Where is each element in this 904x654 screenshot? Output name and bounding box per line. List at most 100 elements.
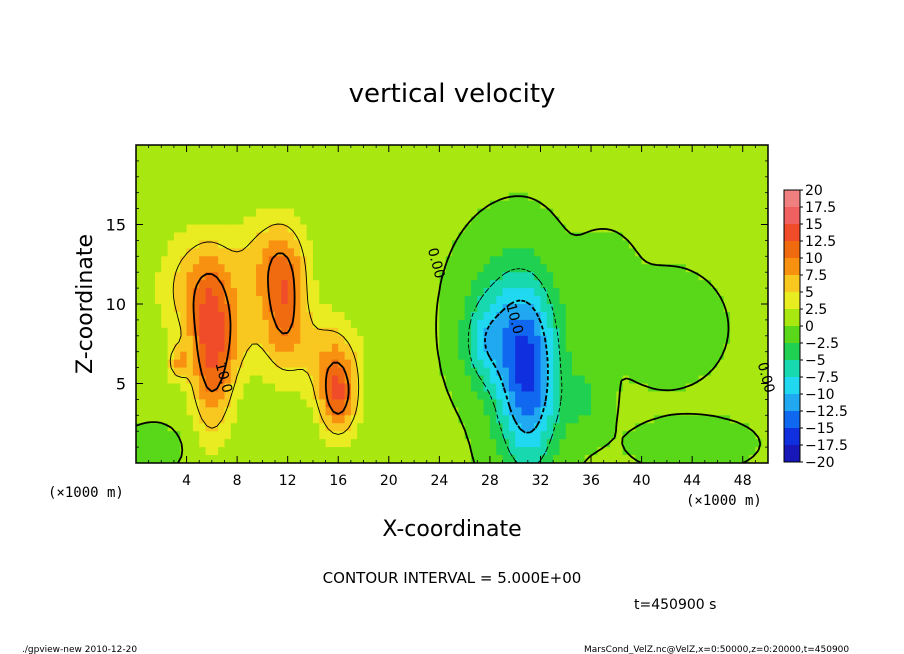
heatmap-cell (692, 224, 700, 234)
heatmap-cell (628, 304, 636, 313)
heatmap-cell (679, 455, 687, 463)
colorbar-label: −12.5 (805, 404, 848, 420)
heatmap-cell (679, 145, 687, 154)
heatmap-cell (597, 296, 605, 305)
heatmap-cell (287, 272, 295, 281)
heatmap-cell (300, 160, 308, 170)
heatmap-cell (306, 327, 314, 337)
heatmap-cell (647, 208, 655, 218)
heatmap-cell (382, 319, 390, 329)
heatmap-cell (401, 232, 409, 241)
heatmap-cell (281, 216, 289, 226)
heatmap-cell (249, 391, 257, 400)
heatmap-cell (597, 367, 605, 377)
heatmap-cell (363, 423, 371, 432)
heatmap-cell (338, 423, 346, 432)
heatmap-cell (755, 152, 763, 162)
x-tick-label: 32 (532, 473, 550, 489)
heatmap-cell (300, 145, 308, 154)
heatmap-cell (230, 200, 238, 210)
heatmap-cell (173, 208, 181, 218)
heatmap-cell (654, 280, 662, 289)
heatmap-cell (603, 232, 611, 241)
heatmap-cell (483, 383, 491, 393)
heatmap-cell (167, 288, 175, 297)
heatmap-cell (136, 343, 143, 353)
x-tick-label: 36 (582, 473, 600, 489)
heatmap-cell (319, 296, 327, 305)
heatmap-cell (635, 216, 643, 226)
heatmap-cell (249, 327, 257, 337)
heatmap-cell (458, 407, 466, 416)
heatmap-cell (256, 304, 263, 313)
heatmap-cell (199, 407, 207, 416)
heatmap-cell (173, 184, 181, 194)
heatmap-cell (761, 232, 768, 241)
heatmap-cell (180, 168, 188, 178)
heatmap-cell (553, 145, 561, 154)
heatmap-cell (692, 208, 700, 218)
heatmap-cell (660, 391, 668, 400)
heatmap-cell (489, 415, 497, 424)
heatmap-cell (224, 224, 232, 234)
heatmap-cell (357, 208, 365, 218)
heatmap-cell (306, 192, 314, 202)
heatmap-cell (540, 256, 548, 265)
heatmap-cell (148, 391, 156, 400)
heatmap-cell (452, 391, 459, 400)
heatmap-cell (584, 335, 592, 345)
heatmap-cell (401, 176, 409, 186)
heatmap-cell (641, 367, 649, 377)
heatmap-cell (452, 311, 459, 321)
heatmap-cell (401, 216, 409, 226)
heatmap-cell (660, 208, 668, 218)
heatmap-cell (673, 272, 681, 281)
heatmap-cell (230, 351, 238, 361)
heatmap-cell (287, 176, 295, 186)
heatmap-cell (306, 240, 314, 249)
heatmap-cell (489, 192, 497, 202)
heatmap-cell (180, 311, 188, 321)
heatmap-cell (452, 383, 459, 393)
heatmap-cell (723, 176, 731, 186)
heatmap-cell (749, 415, 756, 424)
heatmap-cell (761, 152, 768, 162)
heatmap-cell (546, 296, 554, 305)
heatmap-cell (515, 288, 523, 297)
heatmap-cell (136, 431, 143, 440)
heatmap-cell (666, 311, 674, 321)
heatmap-cell (673, 216, 681, 226)
heatmap-cell (742, 176, 750, 186)
heatmap-cell (256, 367, 263, 377)
heatmap-cell (426, 200, 434, 210)
heatmap-cell (736, 391, 744, 400)
heatmap-cell (496, 145, 504, 154)
heatmap-cell (559, 192, 567, 202)
heatmap-cell (660, 216, 668, 226)
heatmap-cell (325, 248, 333, 257)
heatmap-cell (458, 343, 466, 353)
heatmap-cell (622, 216, 630, 226)
heatmap-cell (749, 431, 756, 440)
heatmap-cell (211, 248, 219, 257)
heatmap-cell (496, 319, 504, 329)
heatmap-cell (136, 359, 143, 369)
heatmap-cell (489, 407, 497, 416)
heatmap-cell (692, 280, 700, 289)
heatmap-cell (628, 232, 636, 241)
heatmap-cell (167, 327, 175, 337)
heatmap-cell (553, 311, 561, 321)
heatmap-cell (616, 431, 624, 440)
heatmap-cell (319, 423, 327, 432)
heatmap-cell (338, 383, 346, 393)
heatmap-cell (331, 391, 339, 400)
heatmap-cell (610, 455, 617, 463)
heatmap-cell (369, 415, 377, 424)
heatmap-cell (148, 160, 156, 170)
heatmap-cell (685, 280, 693, 289)
heatmap-cell (369, 319, 377, 329)
heatmap-cell (414, 168, 421, 178)
heatmap-cell (401, 184, 409, 194)
heatmap-cell (180, 240, 188, 249)
heatmap-cell (736, 200, 744, 210)
